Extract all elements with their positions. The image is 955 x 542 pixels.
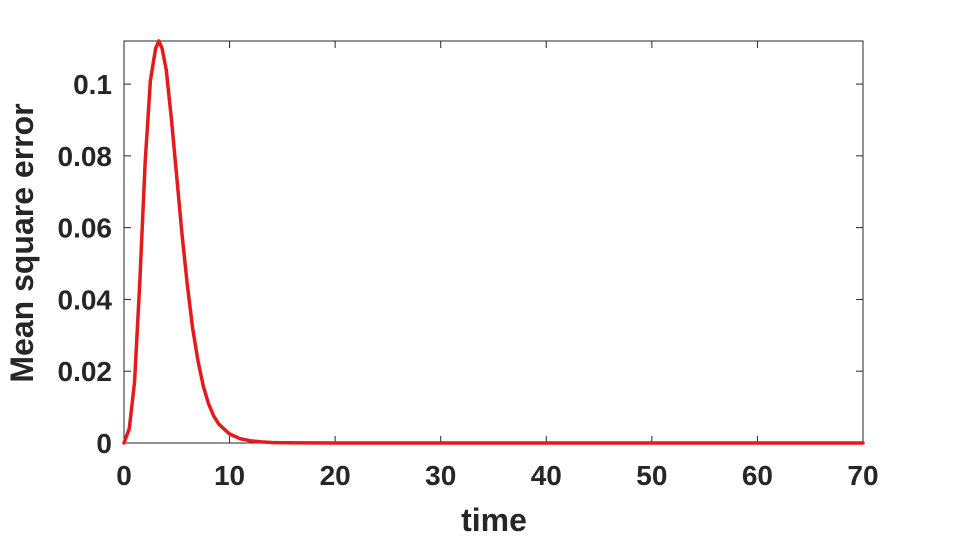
y-tick-label: 0.02 (58, 356, 113, 387)
x-tick-label: 60 (742, 460, 773, 491)
y-tick-label: 0 (96, 428, 112, 459)
x-axis-label: time (461, 502, 527, 538)
y-tick-label: 0.04 (58, 284, 113, 315)
x-tick-label: 30 (425, 460, 456, 491)
y-tick-label: 0.1 (73, 69, 112, 100)
x-tick-label: 50 (636, 460, 667, 491)
x-tick-label: 10 (214, 460, 245, 491)
plot-area: 0 10 20 30 40 50 60 70 0 0.02 0.04 0.06 0.08 0.1 (58, 39, 879, 491)
x-tick-label: 70 (847, 460, 878, 491)
series-line (122, 39, 865, 445)
y-axis-label: Mean square error (4, 103, 40, 382)
x-tick-label: 20 (320, 460, 351, 491)
x-tick-label: 0 (116, 460, 132, 491)
x-tick-label: 40 (531, 460, 562, 491)
axes-box (123, 40, 864, 444)
y-tick-label: 0.08 (58, 141, 113, 172)
y-tick-label: 0.06 (58, 213, 113, 244)
